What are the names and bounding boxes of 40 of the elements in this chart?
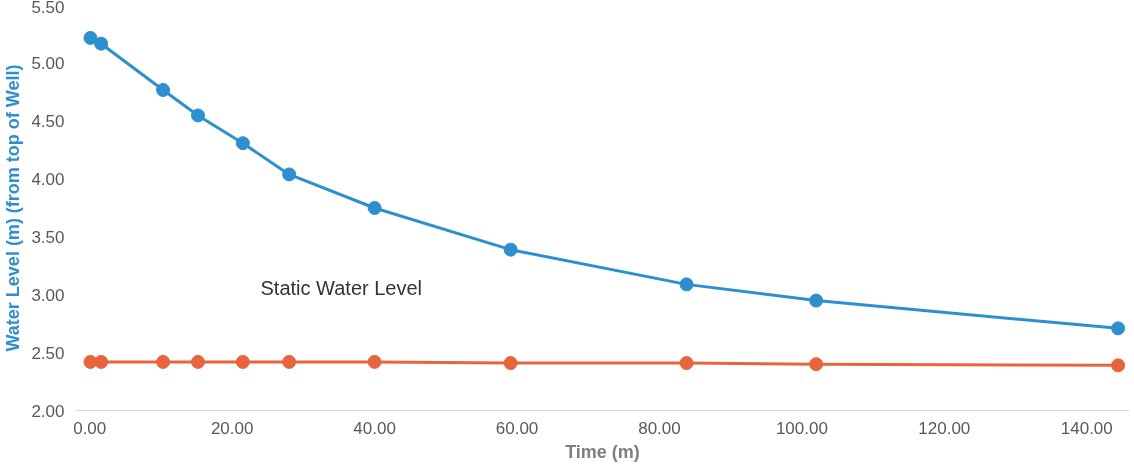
point	[282, 354, 297, 369]
y-tick-label: 2.00	[31, 401, 65, 421]
y-tick-label: 4.00	[31, 170, 65, 190]
point	[367, 201, 382, 215]
y-tick-label: 3.00	[31, 285, 65, 305]
x-tick-label: 140.00	[1060, 418, 1113, 438]
y-tick-label: 5.50	[31, 0, 65, 17]
point	[367, 354, 382, 369]
annotation: Static Water Level	[260, 276, 423, 299]
y-tick-label: 4.50	[31, 112, 65, 132]
point	[190, 108, 205, 123]
x-tick-label: 60.00	[495, 418, 539, 438]
point	[94, 354, 109, 369]
point	[1111, 321, 1126, 336]
y-axis-title: Water Level (m) (from top of Well)	[3, 64, 24, 352]
point	[235, 136, 250, 151]
x-tick-label: 20.00	[210, 418, 254, 438]
point	[94, 36, 109, 51]
x-tick-label: 80.00	[638, 418, 681, 438]
y-tick-label: 3.50	[31, 227, 65, 247]
point	[156, 82, 171, 97]
point	[679, 277, 694, 292]
x-axis-title: Time (m)	[565, 441, 640, 462]
x-tick-label: 0.00	[73, 418, 107, 438]
point	[809, 293, 824, 308]
point	[809, 357, 824, 372]
point	[679, 356, 694, 371]
y-tick-label: 2.50	[31, 343, 65, 363]
x-tick-label: 120.00	[918, 418, 971, 438]
point	[156, 354, 171, 369]
point	[503, 242, 518, 257]
y-tick-label: 5.00	[31, 54, 65, 74]
point	[83, 30, 98, 45]
x-tick-label: 100.00	[775, 418, 828, 438]
point	[190, 354, 205, 369]
point	[1111, 358, 1126, 373]
point	[503, 356, 518, 371]
point	[282, 167, 297, 182]
x-tick-label: 40.00	[353, 418, 396, 438]
point	[235, 354, 250, 369]
